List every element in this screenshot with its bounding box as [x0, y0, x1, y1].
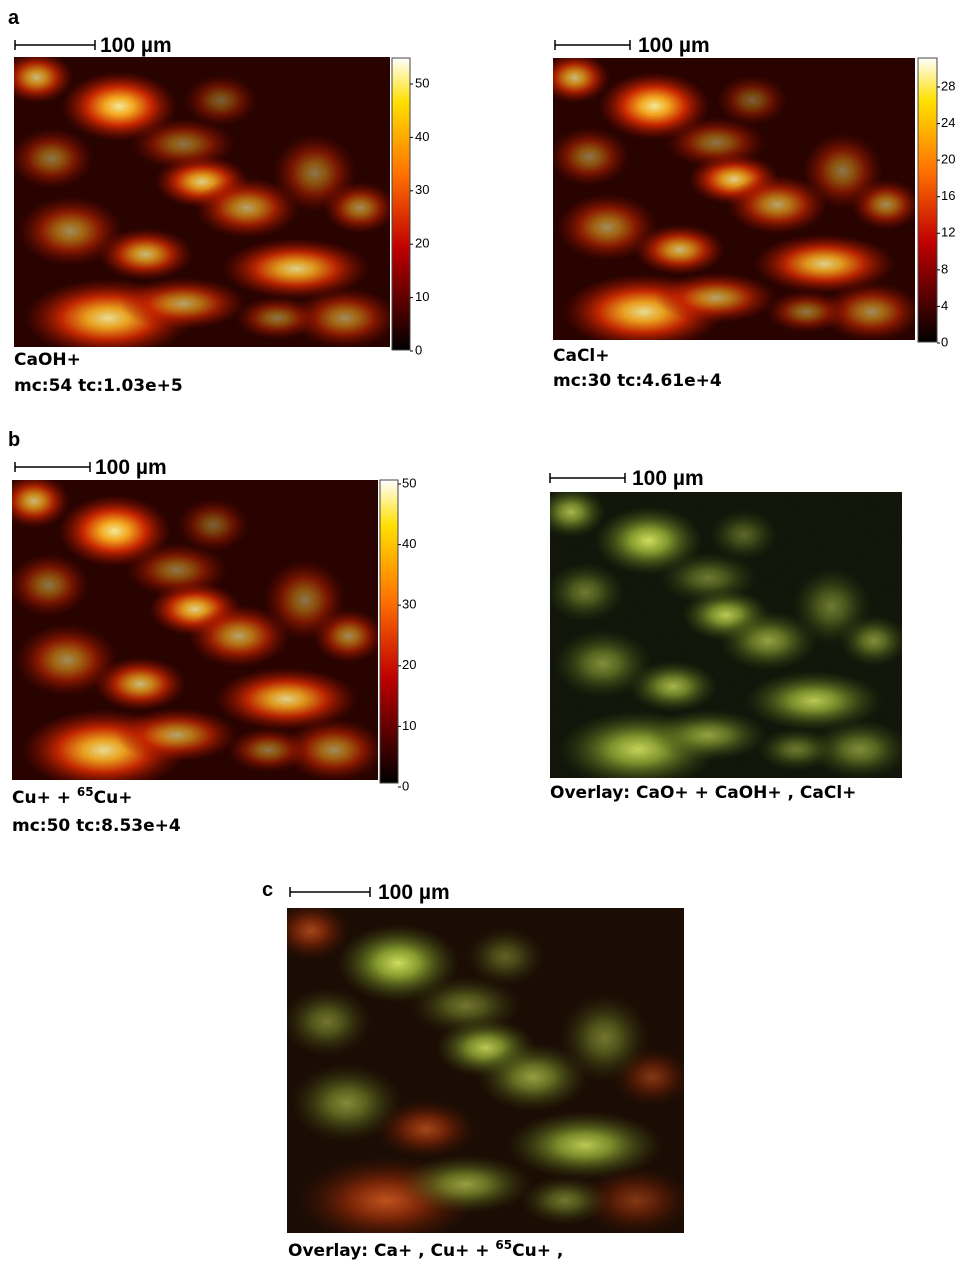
- map-noise: [287, 908, 684, 1233]
- colorbar-tick-label: 4: [941, 298, 948, 313]
- caption: mc:54 tc:1.03e+5: [14, 376, 183, 396]
- map-noise: [14, 57, 390, 347]
- colorbar-tick-label: 10: [402, 718, 416, 733]
- caption-part: Cu+ +: [12, 788, 77, 808]
- caption: Overlay: Ca+ , Cu+ + 65Cu+ ,: [288, 1238, 563, 1261]
- caption-part: Overlay: Ca+ , Cu+ +: [288, 1241, 495, 1261]
- colorbar-tick-label: 30: [415, 182, 429, 197]
- caption-part: Cu+ ,: [512, 1241, 563, 1261]
- map-noise: [550, 492, 902, 778]
- colorbar: [379, 479, 399, 784]
- colorbar-tick-label: 24: [941, 115, 955, 130]
- map-noise: [553, 58, 915, 340]
- map-image: [553, 58, 915, 340]
- colorbar-tick-label: 20: [402, 657, 416, 672]
- colorbar-tick-label: 30: [402, 597, 416, 612]
- colorbar-tick-label: 16: [941, 188, 955, 203]
- colorbar-tick-label: 40: [402, 536, 416, 551]
- caption: CaOH+: [14, 350, 81, 370]
- scale-label: 100 µm: [632, 467, 704, 490]
- colorbar-tick-label: 8: [941, 261, 948, 276]
- scale-label: 100 µm: [638, 34, 710, 57]
- caption: CaCl+: [553, 346, 610, 366]
- caption-part: Cu+: [94, 788, 133, 808]
- caption: mc:50 tc:8.53e+4: [12, 816, 181, 836]
- caption: mc:30 tc:4.61e+4: [553, 371, 722, 391]
- map-image: [12, 480, 378, 780]
- caption-part: CaOH+: [14, 350, 81, 370]
- caption: Overlay: CaO+ + CaOH+ , CaCl+: [550, 783, 856, 803]
- colorbar-tick-label: 20: [941, 152, 955, 167]
- map-image: [550, 492, 902, 778]
- map-noise: [12, 480, 378, 780]
- colorbar-tick-label: 28: [941, 78, 955, 93]
- caption-part: mc:50 tc:8.53e+4: [12, 816, 181, 836]
- colorbar-tick-label: 20: [415, 236, 429, 251]
- panel-letter: a: [8, 7, 20, 29]
- caption-part: Overlay: CaO+ + CaOH+ , CaCl+: [550, 783, 856, 803]
- colorbar-tick-label: 10: [415, 289, 429, 304]
- caption-part: mc:54 tc:1.03e+5: [14, 376, 183, 396]
- scale-label: 100 µm: [100, 34, 172, 57]
- caption-part: 65: [495, 1238, 512, 1252]
- colorbar-tick-label: 40: [415, 129, 429, 144]
- caption-part: mc:30 tc:4.61e+4: [553, 371, 722, 391]
- panel-letter: c: [262, 879, 273, 901]
- caption-part: 65: [77, 785, 94, 799]
- caption-part: CaCl+: [553, 346, 610, 366]
- colorbar: [917, 57, 938, 343]
- colorbar-tick-label: 12: [941, 225, 955, 240]
- colorbar-tick-label: 50: [402, 475, 416, 490]
- scale-label: 100 µm: [378, 881, 450, 904]
- caption: Cu+ + 65Cu+: [12, 785, 132, 808]
- map-image: [14, 57, 390, 347]
- colorbar: [391, 57, 411, 351]
- panel-letter: b: [8, 429, 20, 451]
- colorbar-tick-label: 0: [415, 342, 422, 357]
- colorbar-tick-label: 0: [402, 778, 409, 793]
- colorbar-tick-label: 50: [415, 75, 429, 90]
- scale-label: 100 µm: [95, 456, 167, 479]
- map-image: [287, 908, 684, 1233]
- colorbar-tick-label: 0: [941, 334, 948, 349]
